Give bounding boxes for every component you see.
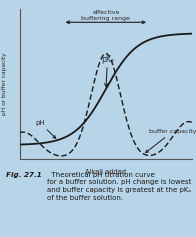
Text: Fig. 27.1: Fig. 27.1: [6, 172, 42, 178]
Text: pH or buffer capacity: pH or buffer capacity: [2, 53, 7, 115]
Text: Alkali added: Alkali added: [85, 169, 126, 175]
Text: buffer capacity: buffer capacity: [146, 129, 196, 152]
Text: pH: pH: [35, 120, 56, 138]
Text: effective
buffering range: effective buffering range: [81, 10, 130, 21]
Text: pKₐ: pKₐ: [101, 55, 114, 87]
Text: Theoretical pH titration curve
for a buffer solution. pH change is lowest
and bu: Theoretical pH titration curve for a buf…: [47, 172, 191, 201]
